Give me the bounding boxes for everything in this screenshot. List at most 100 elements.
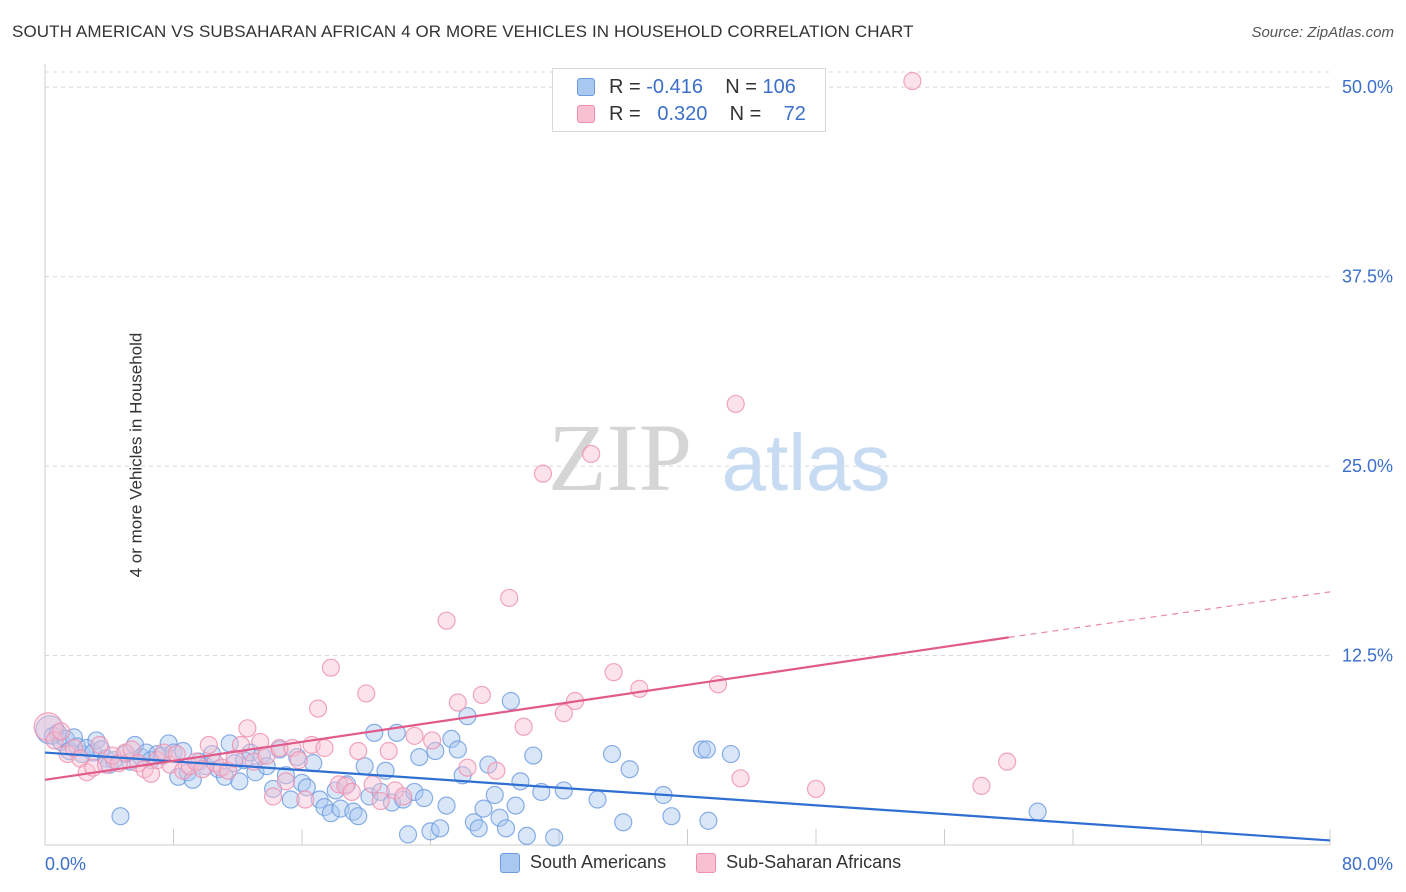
point-south-american bbox=[426, 741, 445, 761]
point-subsaharan-african bbox=[487, 761, 506, 780]
point-south-american bbox=[230, 772, 249, 791]
point-south-american bbox=[506, 796, 525, 815]
point-south-american bbox=[276, 766, 296, 785]
y-tick-label: 12.5% bbox=[1342, 646, 1393, 666]
point-subsaharan-african bbox=[379, 741, 398, 761]
point-subsaharan-african bbox=[604, 663, 623, 682]
stats-legend: R = -0.416 N = 106 R = 0.320 N = 72 bbox=[552, 68, 826, 132]
point-subsaharan-african bbox=[296, 790, 315, 809]
trend-line-extension bbox=[1008, 591, 1331, 638]
legend-row-south-americans: R = -0.416 N = 106 bbox=[577, 76, 796, 98]
legend-item-subsaharan-africans[interactable]: Sub-Saharan Africans bbox=[696, 852, 901, 873]
point-subsaharan-african bbox=[238, 719, 257, 738]
trend-lines bbox=[44, 591, 1331, 842]
legend-swatch-south-americans bbox=[500, 852, 520, 873]
point-subsaharan-african bbox=[349, 741, 368, 761]
point-subsaharan-african bbox=[806, 779, 826, 799]
point-south-american bbox=[699, 811, 718, 830]
point-subsaharan-african bbox=[903, 71, 922, 91]
legend-row-subsaharan-africans: R = 0.320 N = 72 bbox=[577, 103, 806, 125]
legend-r-label: R = bbox=[609, 102, 641, 125]
point-south-american bbox=[355, 757, 374, 776]
gridlines bbox=[45, 71, 1330, 657]
point-south-american bbox=[414, 788, 434, 808]
legend-label-south-americans: South Americans bbox=[530, 852, 667, 872]
trend-line-south-americans bbox=[44, 751, 1331, 842]
point-south-american bbox=[485, 785, 504, 805]
legend-r-label: R = bbox=[609, 75, 641, 98]
point-subsaharan-african bbox=[582, 444, 601, 464]
legend-swatch-south-americans bbox=[577, 78, 595, 96]
point-subsaharan-african bbox=[394, 787, 413, 806]
point-subsaharan-african bbox=[199, 735, 218, 755]
point-south-american bbox=[442, 729, 461, 749]
legend-item-south-americans[interactable]: South Americans bbox=[500, 852, 666, 873]
x-tick-label: 0.0% bbox=[45, 854, 86, 874]
point-south-american bbox=[620, 760, 639, 779]
point-south-american bbox=[697, 740, 716, 759]
series-legend: South Americans Sub-Saharan Africans bbox=[500, 852, 931, 873]
point-subsaharan-african bbox=[263, 787, 283, 806]
legend-swatch-subsaharan-africans bbox=[696, 852, 717, 873]
point-subsaharan-african bbox=[321, 658, 341, 677]
legend-n-label: N = bbox=[729, 102, 762, 125]
point-subsaharan-african bbox=[289, 751, 308, 770]
point-south-american bbox=[464, 813, 483, 832]
y-tick-label: 37.5% bbox=[1342, 267, 1393, 287]
point-subsaharan-african bbox=[363, 775, 382, 794]
y-axis-label: 4 or more Vehicles in Household bbox=[126, 332, 146, 578]
point-south-american bbox=[602, 744, 622, 764]
y-tick-label: 50.0% bbox=[1342, 77, 1393, 97]
y-tick-label: 25.0% bbox=[1342, 456, 1393, 476]
point-subsaharan-african bbox=[726, 394, 745, 414]
point-south-american bbox=[692, 740, 712, 759]
point-south-american bbox=[511, 772, 530, 791]
legend-swatch-subsaharan-africans bbox=[577, 105, 595, 123]
point-subsaharan-african bbox=[371, 791, 390, 811]
point-subsaharan-african bbox=[448, 693, 467, 712]
legend-n-value: 106 bbox=[762, 75, 796, 98]
trend-line-subsaharan-africans bbox=[44, 636, 1009, 781]
point-south-american bbox=[524, 746, 543, 765]
point-subsaharan-african bbox=[45, 731, 64, 750]
legend-label-subsaharan-africans: Sub-Saharan Africans bbox=[726, 852, 902, 872]
point-south-american bbox=[474, 799, 493, 818]
legend-r-value: -0.416 bbox=[646, 75, 703, 98]
point-subsaharan-african bbox=[514, 717, 533, 736]
point-subsaharan-african bbox=[405, 726, 424, 745]
point-subsaharan-african bbox=[308, 699, 328, 718]
point-south-american bbox=[1028, 802, 1047, 821]
tick-labels: 12.5% 25.0% 37.5% 50.0% 0.0% 80.0% bbox=[45, 77, 1393, 874]
legend-n-label: N = bbox=[725, 75, 757, 98]
point-subsaharan-african bbox=[731, 769, 750, 788]
point-subsaharan-african bbox=[554, 704, 573, 723]
point-south-american bbox=[448, 740, 467, 759]
point-subsaharan-african bbox=[33, 712, 63, 742]
point-south-american bbox=[554, 781, 573, 800]
data-points bbox=[33, 71, 1047, 847]
point-south-american bbox=[721, 744, 740, 764]
watermark-atlas: atlas bbox=[722, 418, 891, 507]
point-south-american bbox=[437, 796, 456, 815]
point-south-american bbox=[398, 825, 418, 844]
point-subsaharan-african bbox=[423, 731, 442, 750]
point-south-american bbox=[614, 813, 633, 832]
axes bbox=[44, 64, 1331, 846]
point-south-american bbox=[410, 747, 429, 767]
point-south-american bbox=[496, 819, 516, 838]
point-subsaharan-african bbox=[630, 679, 649, 698]
point-subsaharan-african bbox=[51, 722, 71, 741]
point-subsaharan-african bbox=[437, 611, 456, 630]
point-south-american bbox=[431, 819, 450, 838]
legend-n-value: 72 bbox=[783, 102, 806, 125]
point-subsaharan-african bbox=[458, 758, 477, 777]
point-south-american bbox=[349, 807, 368, 826]
point-subsaharan-african bbox=[533, 464, 553, 483]
point-south-american bbox=[469, 819, 488, 838]
point-subsaharan-african bbox=[972, 776, 991, 795]
point-subsaharan-african bbox=[64, 738, 84, 758]
point-south-american bbox=[321, 804, 341, 823]
point-subsaharan-african bbox=[90, 735, 109, 755]
point-south-american bbox=[490, 808, 509, 827]
